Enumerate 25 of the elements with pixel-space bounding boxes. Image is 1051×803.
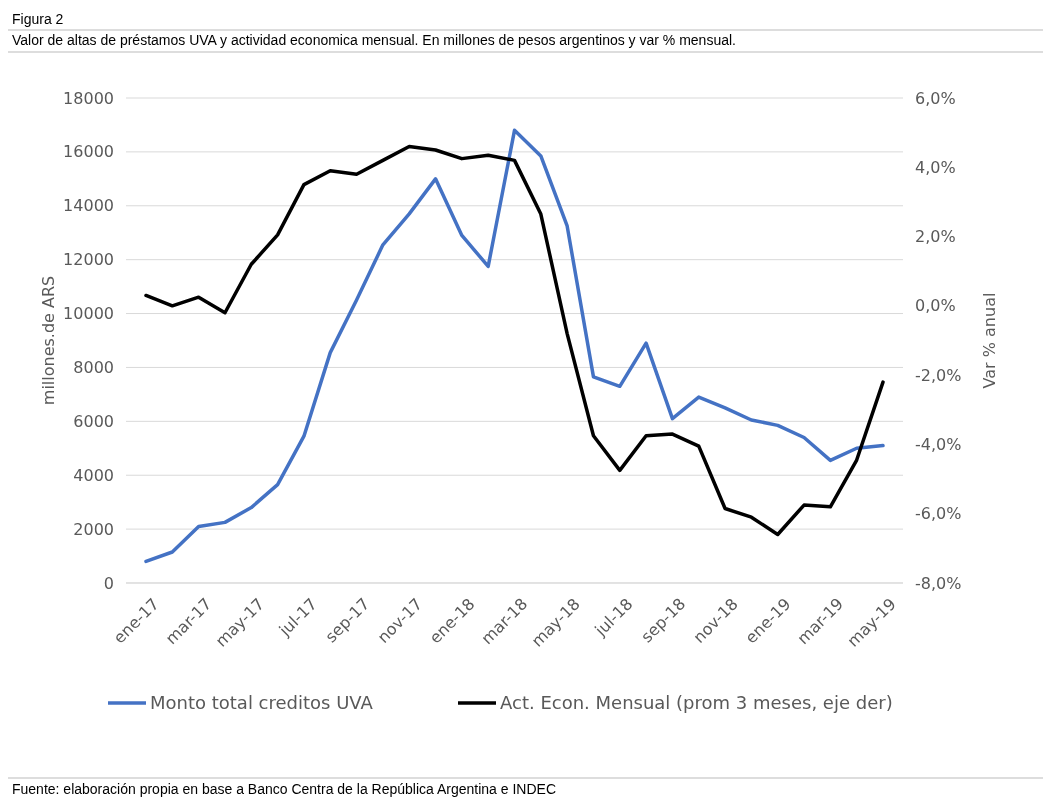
y-tick-label: 18000 — [63, 88, 114, 108]
y2-tick-label: -8,0% — [915, 573, 962, 593]
y-tick-label: 4000 — [73, 465, 114, 485]
y-tick-label: 14000 — [63, 196, 114, 216]
y2-tick-label: -4,0% — [915, 435, 962, 455]
y2-tick-label: 2,0% — [915, 227, 956, 247]
y2-tick-label: -6,0% — [915, 504, 962, 524]
y-tick-label: 8000 — [73, 358, 114, 378]
y-tick-label: 0 — [103, 573, 114, 593]
legend-label: Monto total creditos UVA — [150, 692, 374, 714]
y-axis-title: millones.de ARS — [39, 275, 58, 406]
y2-tick-label: 4,0% — [915, 157, 956, 177]
legend-label: Act. Econ. Mensual (prom 3 meses, eje der) — [500, 692, 893, 714]
y2-tick-label: 0,0% — [915, 296, 956, 316]
y2-tick-label: 6,0% — [915, 88, 956, 108]
y2-tick-label: -2,0% — [915, 365, 962, 385]
y-tick-label: 6000 — [73, 411, 114, 431]
y-tick-label: 10000 — [63, 304, 114, 324]
source-note: Fuente: elaboración propia en base a Banco Centra de la República Argentina e INDEC — [12, 781, 557, 797]
y-tick-label: 2000 — [73, 519, 114, 539]
chart-title: Figura 2 — [12, 11, 64, 27]
y-tick-label: 12000 — [63, 250, 114, 270]
chart-subtitle: Valor de altas de préstamos UVA y actividad economica mensual. En millones de pesos argentinos y var % mensual. — [12, 32, 736, 48]
y2-axis-title: Var % anual — [980, 292, 999, 389]
y-tick-label: 16000 — [63, 142, 114, 162]
